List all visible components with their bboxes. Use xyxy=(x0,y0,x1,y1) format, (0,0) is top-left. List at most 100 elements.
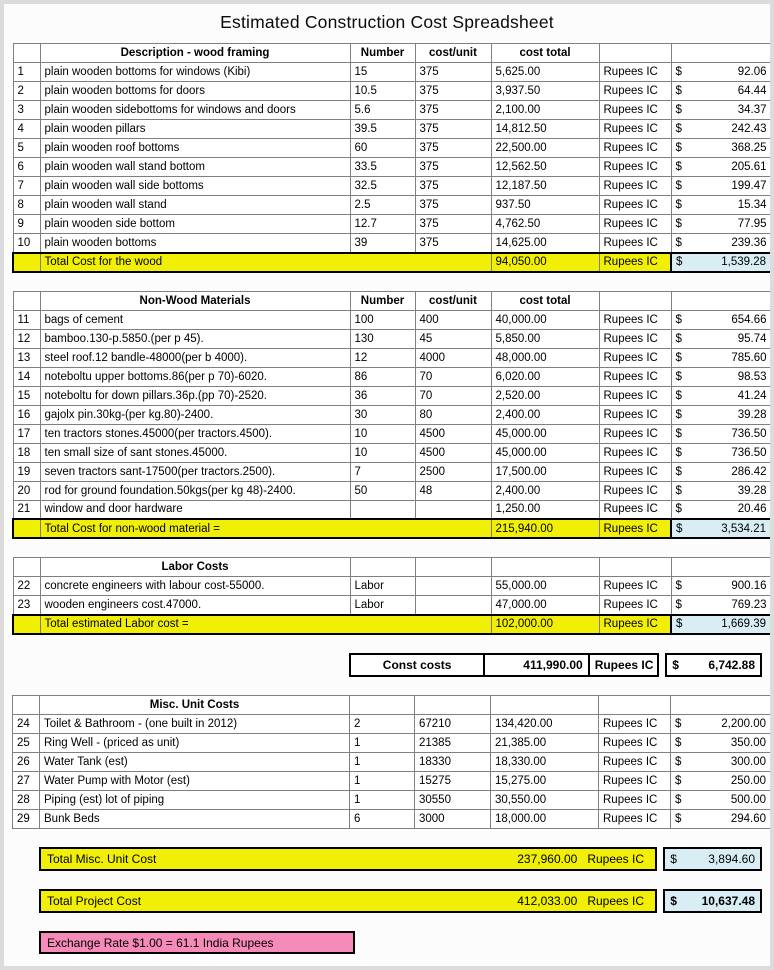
cell-total[interactable]: 2,520.00 xyxy=(490,385,600,406)
cell-cur[interactable]: Rupees IC xyxy=(598,576,672,596)
cell-total[interactable]: 47,000.00 xyxy=(490,595,600,615)
cell-cur[interactable]: Rupees IC xyxy=(598,157,672,177)
header-cell-desc[interactable]: Description - wood framing xyxy=(39,43,351,63)
total-label-cell[interactable]: Total estimated Labor cost = xyxy=(39,613,492,635)
const-costs-label-cell[interactable]: Const costs xyxy=(349,652,486,677)
cell-desc[interactable]: plain wooden bottoms for windows (Kibi) xyxy=(39,62,351,82)
cell-unit[interactable] xyxy=(414,576,492,596)
cell-number[interactable]: 1 xyxy=(349,770,415,791)
cell-usd[interactable]: $92.06 xyxy=(670,62,770,82)
cell-num[interactable]: 26 xyxy=(12,751,40,772)
cell-usd[interactable]: $300.00 xyxy=(670,751,770,772)
cell-num[interactable]: 18 xyxy=(12,442,41,463)
cell-unit[interactable]: 375 xyxy=(414,62,492,82)
cell-cur[interactable]: Rupees IC xyxy=(598,195,672,215)
cell-number[interactable]: 130 xyxy=(349,328,416,349)
total-rupees-cell[interactable]: 102,000.00 xyxy=(490,613,600,635)
cell-number[interactable]: 39 xyxy=(349,233,416,253)
cell-num[interactable] xyxy=(12,613,41,635)
cell-total[interactable]: 134,420.00 xyxy=(490,713,599,734)
header-cell-number[interactable] xyxy=(349,694,415,715)
cell-total[interactable]: 30,550.00 xyxy=(490,789,599,810)
cell-cur[interactable]: Rupees IC xyxy=(598,309,672,330)
cell-num[interactable]: 28 xyxy=(12,789,40,810)
cell-total[interactable]: 17,500.00 xyxy=(490,461,600,482)
cell-cur[interactable]: Rupees IC xyxy=(598,595,672,615)
header-cell-total[interactable] xyxy=(490,557,600,577)
cell-usd[interactable]: $286.42 xyxy=(670,461,770,482)
cell-num[interactable]: 5 xyxy=(12,138,41,158)
total-label-cell[interactable]: Total Cost for non-wood material = xyxy=(39,518,492,539)
cell-desc[interactable]: seven tractors sant-17500(per tractors.2… xyxy=(39,461,351,482)
cell-usd[interactable]: $294.60 xyxy=(670,808,770,829)
cell-num[interactable] xyxy=(12,251,41,273)
cell-usd[interactable]: $205.61 xyxy=(670,157,770,177)
cell-unit[interactable]: 45 xyxy=(414,328,492,349)
cell-number[interactable]: Labor xyxy=(349,576,416,596)
cell-unit[interactable] xyxy=(414,499,492,520)
cell-num[interactable]: 2 xyxy=(12,81,41,101)
cell-desc[interactable]: wooden engineers cost.47000. xyxy=(39,595,351,615)
cell-num[interactable]: 1 xyxy=(12,62,41,82)
cell-unit[interactable]: 15275 xyxy=(414,770,491,791)
cell-unit[interactable]: 375 xyxy=(414,119,492,139)
cell-cur[interactable]: Rupees IC xyxy=(598,442,672,463)
cell-num[interactable]: 10 xyxy=(12,233,41,253)
total-label-cell[interactable]: Total Cost for the wood xyxy=(39,251,492,273)
cell-cur[interactable]: Rupees IC xyxy=(598,770,671,791)
cell-unit[interactable]: 400 xyxy=(414,309,492,330)
cell-cur[interactable]: Rupees IC xyxy=(598,62,672,82)
cell-unit[interactable]: 375 xyxy=(414,81,492,101)
cell-total[interactable]: 15,275.00 xyxy=(490,770,599,791)
cell-number[interactable]: 100 xyxy=(349,309,416,330)
cell-unit[interactable]: 2500 xyxy=(414,461,492,482)
total-project-cost-cell[interactable]: Total Project Cost 412,033.00 Rupees IC xyxy=(39,888,658,913)
header-cell-number[interactable] xyxy=(349,557,416,577)
cell-num[interactable]: 11 xyxy=(12,309,41,330)
cell-unit[interactable]: 4500 xyxy=(414,423,492,444)
cell-total[interactable]: 5,625.00 xyxy=(490,62,600,82)
exchange-rate-cell[interactable]: Exchange Rate $1.00 = 61.1 India Rupees xyxy=(39,930,355,954)
cell-total[interactable]: 3,937.50 xyxy=(490,81,600,101)
cell-total[interactable]: 12,187.50 xyxy=(490,176,600,196)
cell-desc[interactable]: plain wooden roof bottoms xyxy=(39,138,351,158)
cell-unit[interactable]: 30550 xyxy=(414,789,491,810)
cell-unit[interactable]: 70 xyxy=(414,366,492,387)
cell-desc[interactable]: ten small size of sant stones.45000. xyxy=(39,442,351,463)
cell-usd[interactable]: $64.44 xyxy=(670,81,770,101)
cell-usd[interactable]: $199.47 xyxy=(670,176,770,196)
header-cell-number[interactable]: Number xyxy=(349,290,416,311)
cell-cur[interactable]: Rupees IC xyxy=(598,751,671,772)
header-cell-desc[interactable]: Non-Wood Materials xyxy=(39,290,351,311)
header-cell-total[interactable] xyxy=(490,694,599,715)
const-costs-currency-cell[interactable]: Rupees IC xyxy=(589,652,660,677)
cell-cur[interactable]: Rupees IC xyxy=(598,100,672,120)
cell-unit[interactable]: 4500 xyxy=(414,442,492,463)
cell-num[interactable]: 13 xyxy=(12,347,41,368)
cell-total[interactable]: 14,625.00 xyxy=(490,233,600,253)
cell-total[interactable]: 6,020.00 xyxy=(490,366,600,387)
cell-unit[interactable]: 67210 xyxy=(414,713,491,734)
cell-desc[interactable]: window and door hardware xyxy=(39,499,351,520)
cell-num[interactable]: 22 xyxy=(12,576,41,596)
cell-number[interactable]: 60 xyxy=(349,138,416,158)
cell-number[interactable]: 6 xyxy=(349,808,415,829)
header-cell-unit[interactable]: cost/unit xyxy=(414,43,492,63)
total-usd-cell[interactable]: $1,539.28 xyxy=(670,251,770,273)
cell-usd[interactable]: $98.53 xyxy=(670,366,770,387)
cell-unit[interactable]: 375 xyxy=(414,233,492,253)
cell-total[interactable]: 21,385.00 xyxy=(490,732,599,753)
cell-desc[interactable]: noteboltu upper bottoms.86(per p 70)-602… xyxy=(39,366,351,387)
cell-desc[interactable]: ten tractors stones.45000(per tractors.4… xyxy=(39,423,351,444)
cell-unit[interactable]: 21385 xyxy=(414,732,491,753)
header-cell-cur[interactable] xyxy=(598,43,672,63)
total-usd-cell[interactable]: $1,669.39 xyxy=(670,613,770,635)
cell-usd[interactable]: $39.28 xyxy=(670,480,770,501)
cell-unit[interactable]: 70 xyxy=(414,385,492,406)
cell-desc[interactable]: plain wooden wall stand xyxy=(39,195,351,215)
cell-num[interactable]: 20 xyxy=(12,480,41,501)
cell-unit[interactable]: 375 xyxy=(414,157,492,177)
cell-total[interactable]: 22,500.00 xyxy=(490,138,600,158)
cell-unit[interactable]: 48 xyxy=(414,480,492,501)
cell-unit[interactable]: 18330 xyxy=(414,751,491,772)
